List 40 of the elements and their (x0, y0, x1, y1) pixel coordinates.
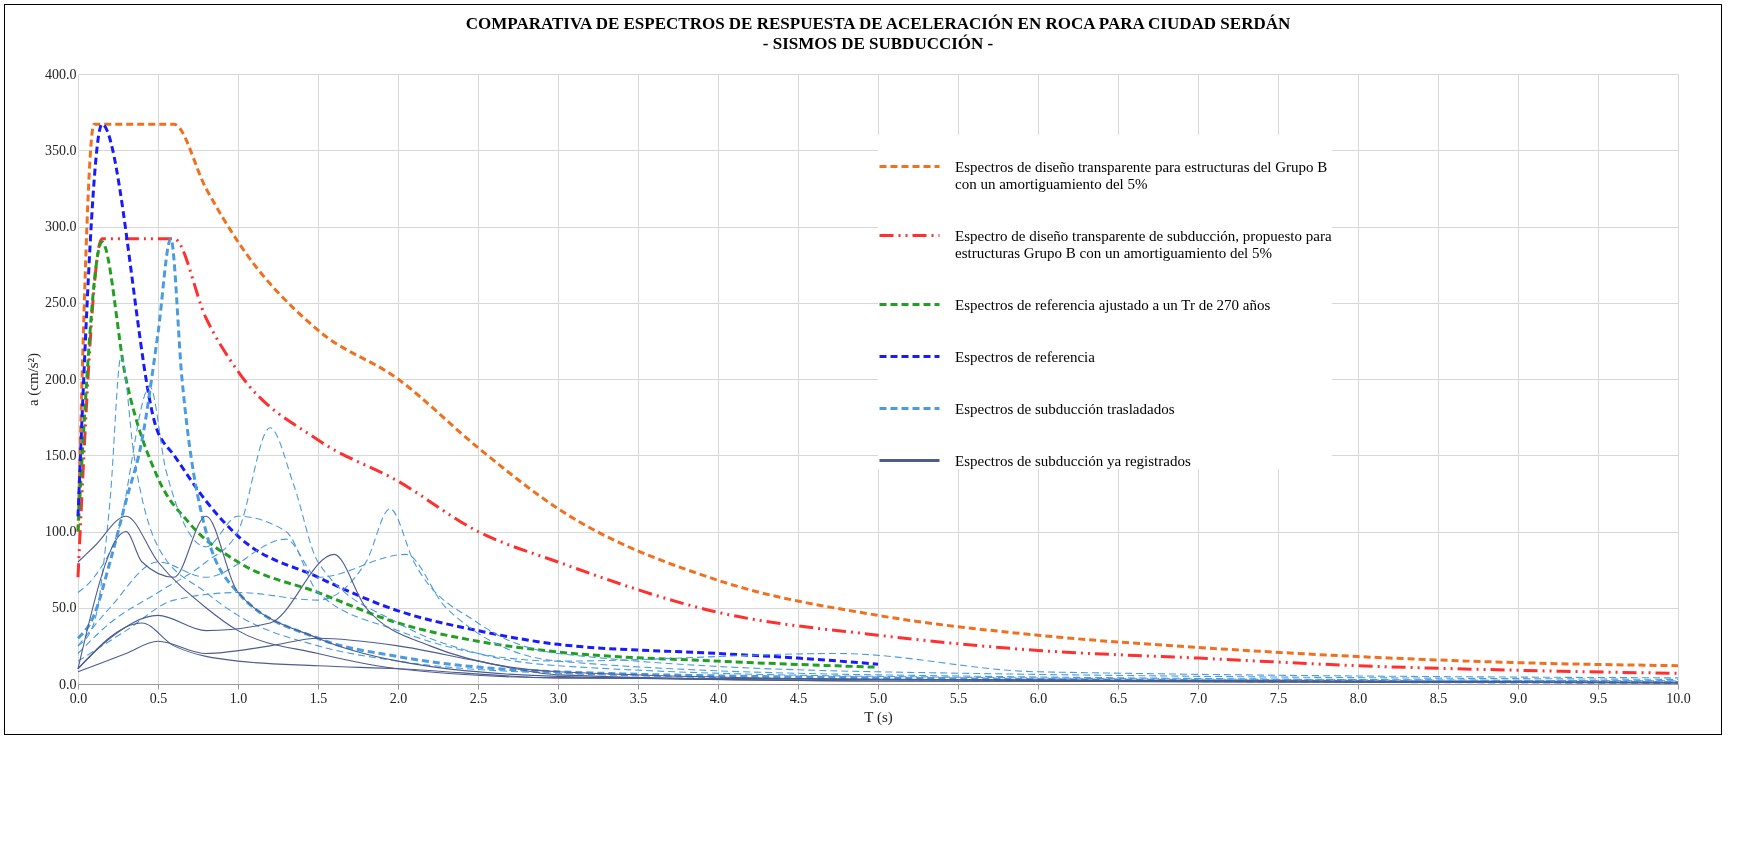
x-tick-label: 6.5 (1109, 690, 1128, 706)
x-tick-label: 5.5 (949, 690, 968, 706)
x-tick-label: 5.0 (869, 690, 888, 706)
x-tick-label: 9.5 (1589, 690, 1608, 706)
x-tick-label: 0.0 (69, 690, 88, 706)
y-tick-label: 200.0 (45, 371, 77, 387)
x-tick-label: 8.5 (1429, 690, 1448, 706)
x-tick-label: 7.0 (1189, 690, 1208, 706)
y-tick-label: 250.0 (45, 295, 77, 311)
x-tick-label: 2.5 (469, 690, 488, 706)
legend-label: Espectros de referencia ajustado a un Tr de 270 años (955, 296, 1271, 313)
legend-label: Espectros de subducción trasladados (955, 400, 1175, 417)
x-tick-label: 0.5 (149, 690, 168, 706)
y-tick-label: 400.0 (45, 66, 77, 82)
x-tick-label: 4.5 (789, 690, 808, 706)
y-axis-title: a (cm/s²) (25, 352, 42, 407)
y-tick-label: 50.0 (52, 600, 77, 616)
x-tick-label: 1.5 (309, 690, 328, 706)
y-tick-label: 150.0 (45, 447, 77, 463)
legend-label: Espectro de diseño transparente de subducción, propuesto para estructuras Grupo B con un amortiguamiento del 5% (955, 227, 1332, 261)
y-tick-label: 100.0 (45, 524, 77, 539)
x-tick-label: 2.0 (389, 690, 408, 706)
legend-label: Espectros de diseño transparente para estructuras del Grupo B con un amortiguamiento del 5% (955, 158, 1328, 192)
x-tick-label: 10.0 (1666, 690, 1691, 706)
y-tick-label: 0.0 (59, 676, 77, 692)
chart-title: COMPARATIVA DE ESPECTROS DE RESPUESTA DE ACELERACIÓN EN ROCA PARA CIUDAD SERDÁN (465, 14, 1291, 33)
x-tick-label: 3.0 (549, 690, 568, 706)
x-tick-label: 1.0 (229, 690, 248, 706)
legend-label: Espectros de referencia (955, 348, 1096, 365)
x-axis-title: T (s) (864, 708, 893, 726)
x-tick-label: 3.5 (629, 690, 648, 706)
chart-subtitle: - SISMOS DE SUBDUCCIÓN - (762, 34, 994, 53)
y-tick-label: 300.0 (45, 219, 77, 234)
y-tick-label: 350.0 (45, 142, 77, 158)
x-tick-label: 9.0 (1509, 690, 1528, 706)
legend-label: Espectros de subducción ya registrados (955, 452, 1191, 469)
x-tick-label: 7.5 (1269, 690, 1288, 706)
x-tick-label: 6.0 (1029, 690, 1048, 706)
x-tick-label: 8.0 (1349, 690, 1368, 706)
x-tick-label: 4.0 (709, 690, 728, 706)
